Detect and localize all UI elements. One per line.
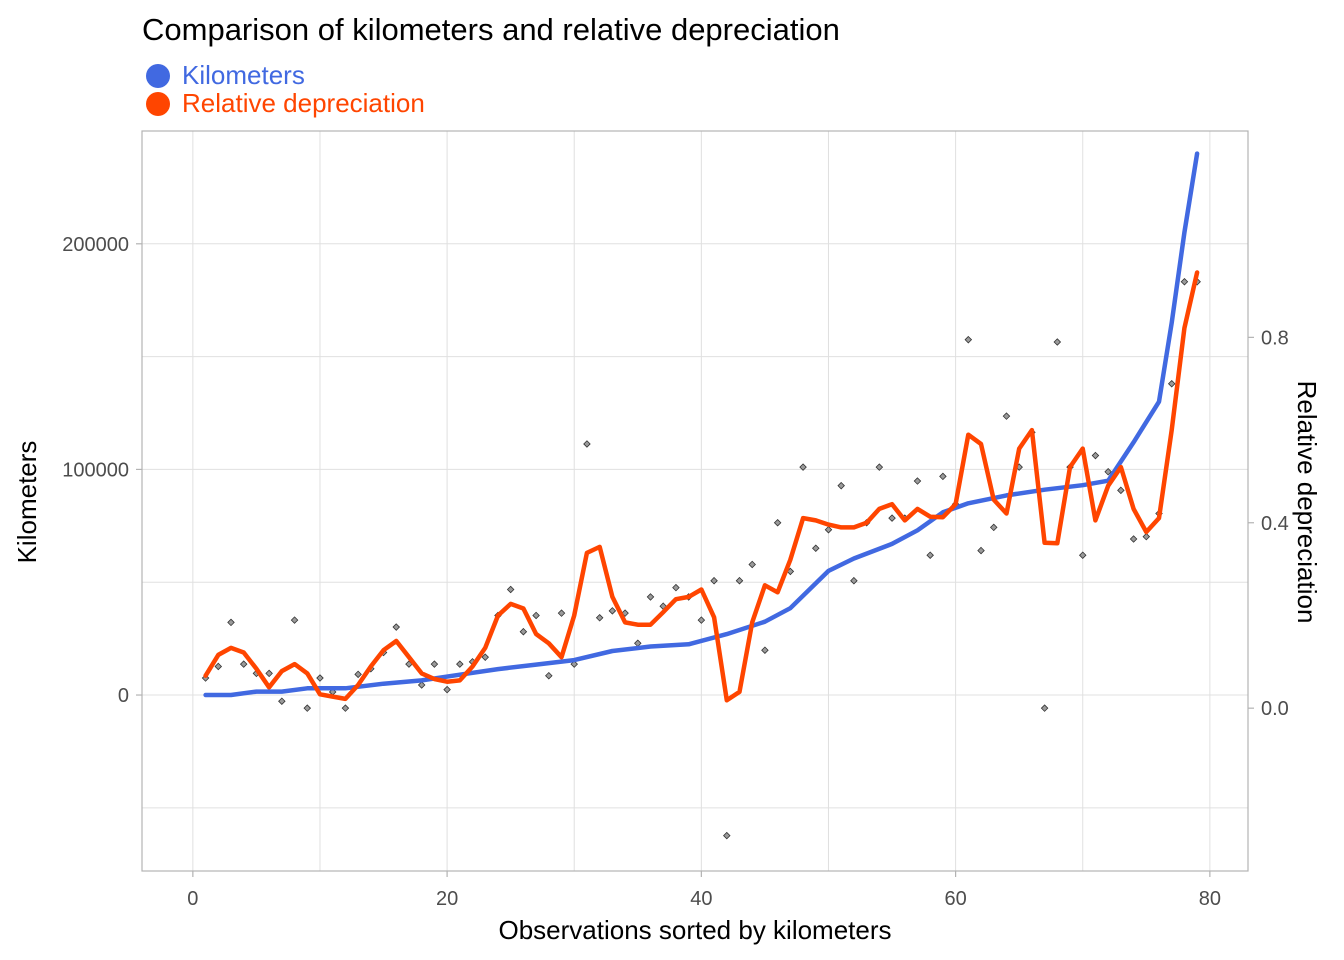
scatter-point (989, 523, 998, 532)
scatter-point (735, 576, 744, 585)
scatter-point (964, 335, 973, 344)
scatter-point (239, 660, 248, 668)
scatter-point (506, 585, 515, 594)
scatter-point (913, 477, 922, 485)
legend-label-kilometers: Kilometers (182, 60, 305, 90)
scatter-point (1053, 338, 1062, 346)
scatter-point (926, 551, 934, 559)
scatter-point (761, 646, 769, 654)
scatter-point (888, 514, 896, 522)
plot-panel-border (141, 130, 1249, 872)
scatter-point (1040, 704, 1049, 712)
scatter-point (456, 660, 464, 668)
scatter-point (875, 463, 884, 471)
x-tick-label: 20 (436, 888, 458, 910)
y-tick-label: 100000 (62, 459, 129, 481)
x-axis-title: Observations sorted by kilometers (498, 915, 891, 945)
scatter-point (799, 463, 807, 471)
y2-axis-ticks: 0.0 0.4 0.8 (1248, 327, 1289, 720)
scatter-point (977, 546, 985, 555)
y-tick-label: 200000 (62, 234, 129, 256)
scatter-point (646, 593, 655, 601)
legend-marker-relative-depreciation (146, 92, 170, 116)
scatter-point (214, 662, 223, 671)
scatter-point (850, 576, 858, 585)
scatter-point (812, 544, 820, 553)
x-axis-ticks: 0 20 40 60 80 (187, 871, 1221, 910)
scatter-point (1002, 412, 1011, 420)
gridlines (142, 131, 1248, 871)
x-tick-label: 40 (690, 888, 712, 910)
scatter-point (710, 576, 718, 585)
scatter-point (417, 681, 426, 689)
scatter-point (672, 583, 680, 592)
scatter-point (1167, 379, 1176, 388)
scatter-point (481, 653, 490, 661)
scatter-point (824, 525, 833, 534)
y-tick-label: 0 (118, 685, 129, 707)
scatter-point (1129, 535, 1138, 543)
legend: Kilometers Relative depreciation (146, 60, 425, 118)
scatter-point (354, 670, 362, 679)
scatter-point (1078, 551, 1087, 559)
scatter-point (1104, 468, 1112, 476)
scatter-point (837, 481, 845, 490)
legend-marker-kilometers (146, 64, 170, 88)
scatter-point (545, 671, 553, 680)
scatter-point (265, 669, 273, 678)
scatter-point (1117, 486, 1125, 495)
scatter-point (939, 472, 947, 481)
scatter-point (773, 518, 782, 527)
scatter-point (1142, 532, 1151, 541)
y-axis-ticks: 0 100000 200000 (62, 234, 142, 707)
scatter-point (1180, 277, 1189, 286)
y2-tick-label: 0.8 (1261, 327, 1289, 349)
scatter-point (430, 660, 439, 668)
scatter-point (278, 697, 286, 705)
scatter-point (583, 440, 591, 448)
scatter-point (748, 560, 756, 569)
x-tick-label: 80 (1199, 888, 1221, 910)
scatter-point (290, 616, 299, 624)
scatter-point (1091, 451, 1100, 460)
scatter-point (621, 609, 629, 617)
relative-depreciation-line (203, 270, 1200, 703)
scatter-point (392, 623, 401, 631)
chart-title: Comparison of kilometers and relative de… (142, 12, 840, 47)
scatter-point (341, 704, 350, 712)
scatter-point (443, 685, 451, 694)
x-tick-label: 60 (944, 888, 966, 910)
scatter-point (697, 616, 706, 624)
y-axis-title: Kilometers (12, 441, 42, 564)
scatter-point (532, 611, 540, 620)
scatter-point (595, 614, 604, 622)
legend-label-relative-depreciation: Relative depreciation (182, 88, 425, 118)
y2-tick-label: 0.4 (1261, 513, 1289, 535)
x-tick-label: 0 (187, 888, 198, 910)
scatter-point (519, 627, 528, 636)
scatter-point (557, 609, 566, 617)
scatter-point (316, 674, 324, 682)
scatter-point (723, 831, 731, 840)
y2-axis-title: Relative depreciation (1292, 381, 1322, 624)
scatter-point (227, 618, 235, 627)
scatter-point (303, 704, 312, 712)
y2-tick-label: 0.0 (1261, 698, 1289, 720)
scatter-point (608, 607, 617, 615)
